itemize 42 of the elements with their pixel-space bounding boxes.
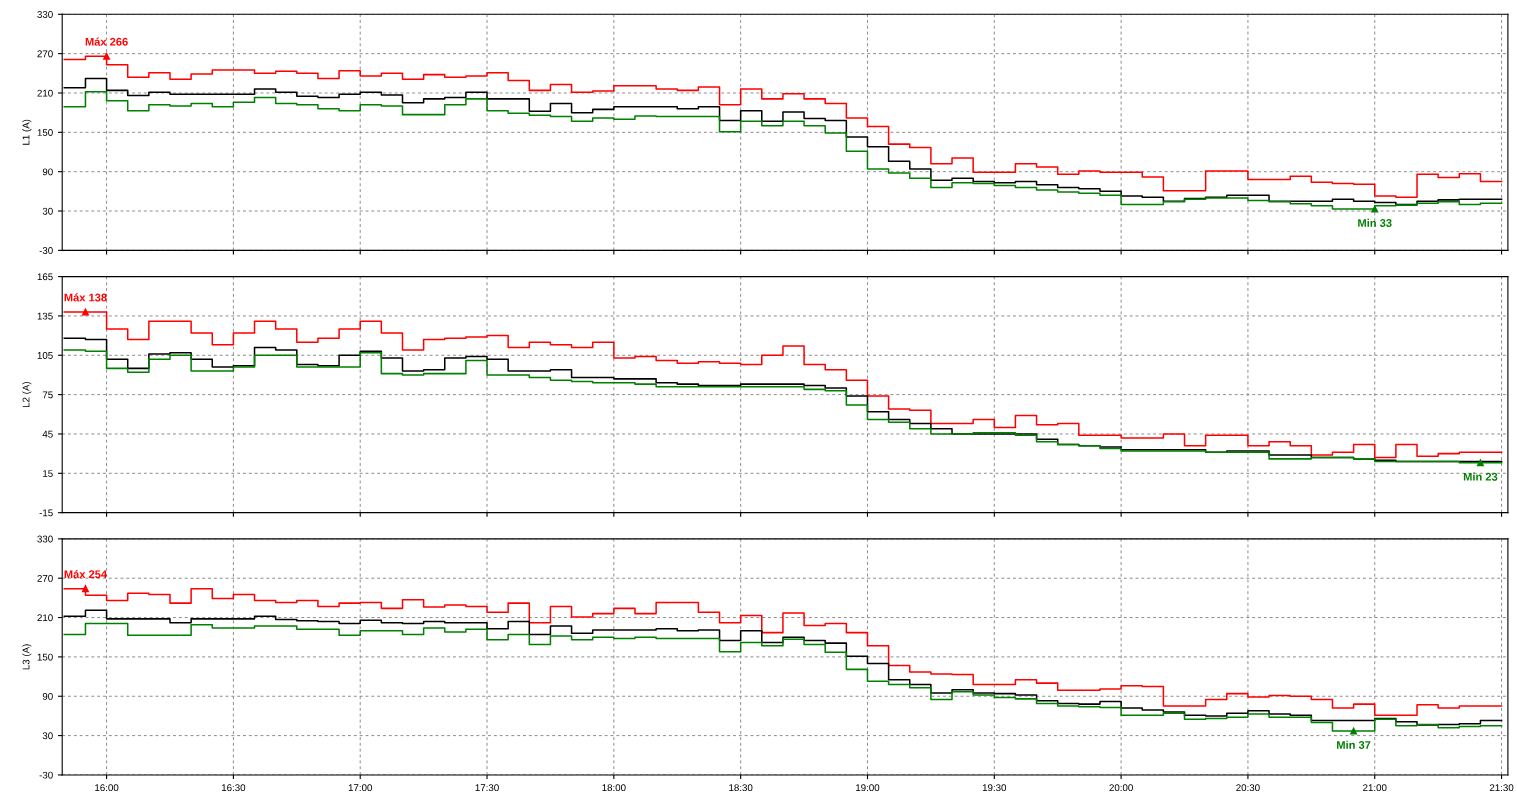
x-tick-label: 21:30 xyxy=(1489,784,1514,792)
x-tick-label: 17:00 xyxy=(348,784,372,792)
annotation: Min 33 xyxy=(1358,218,1392,227)
annotation: Máx 266 xyxy=(85,37,128,46)
y-tick-label: 90 xyxy=(42,168,53,176)
y-tick-label: 90 xyxy=(42,692,53,700)
x-tick-label: 16:30 xyxy=(221,784,246,792)
x-tick-label: 16:00 xyxy=(95,784,119,792)
y-tick-label: 270 xyxy=(37,50,53,58)
annotation: Máx 138 xyxy=(64,293,107,302)
y-tick-label: 165 xyxy=(37,273,53,281)
annotation: Min 23 xyxy=(1463,472,1498,481)
y-tick-label: 330 xyxy=(37,11,53,18)
y-axis-title: L3 (A) xyxy=(22,644,32,670)
x-tick-label: 20:00 xyxy=(1109,784,1133,792)
y-tick-label: 135 xyxy=(37,312,53,320)
y-tick-label: 330 xyxy=(37,535,53,543)
x-tick-label: 18:00 xyxy=(602,784,626,792)
y-tick-label: -30 xyxy=(39,247,53,254)
y-tick-label: 30 xyxy=(42,207,53,215)
x-tick-label: 20:30 xyxy=(1236,784,1260,792)
y-tick-label: 210 xyxy=(37,89,53,97)
x-tick-label: 19:30 xyxy=(982,784,1007,792)
annotation: Máx 254 xyxy=(64,569,108,579)
y-tick-label: 15 xyxy=(43,470,53,477)
y-tick-label: -30 xyxy=(39,771,53,779)
x-tick-label: 18:30 xyxy=(729,784,753,792)
y-axis-title: L2 (A) xyxy=(22,381,32,408)
y-tick-label: 45 xyxy=(42,430,53,438)
y-tick-label: 270 xyxy=(37,574,53,582)
y-tick-label: 210 xyxy=(37,614,53,622)
y-tick-label: 150 xyxy=(37,653,53,661)
y-tick-label: -15 xyxy=(39,509,53,517)
x-tick-label: 19:00 xyxy=(856,784,880,792)
y-tick-label: 105 xyxy=(37,352,53,359)
x-tick-label: 17:30 xyxy=(475,784,499,792)
x-tick-label: 21:00 xyxy=(1363,784,1387,792)
y-tick-label: 150 xyxy=(37,129,53,136)
y-axis-title: L1 (A) xyxy=(22,119,32,145)
annotation: Min 37 xyxy=(1337,740,1371,749)
y-tick-label: 75 xyxy=(42,391,53,399)
y-tick-label: 30 xyxy=(42,732,53,740)
